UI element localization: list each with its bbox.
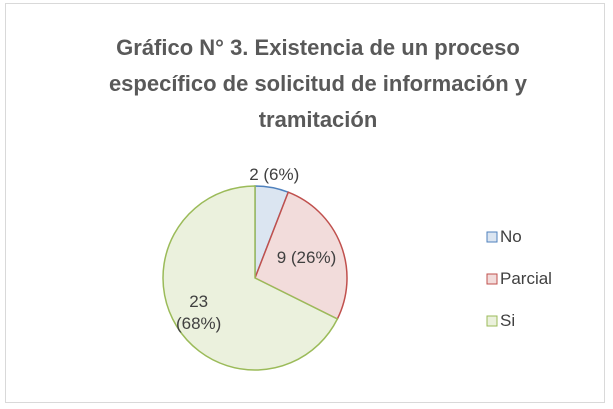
- data-label: 2 (6%): [249, 164, 300, 184]
- legend-swatch: [486, 231, 498, 243]
- data-label: 23 (68%): [175, 291, 222, 333]
- legend-swatch: [486, 315, 498, 327]
- legend-label: Si: [500, 311, 516, 330]
- legend-label: No: [500, 227, 522, 246]
- legend-swatch: [486, 273, 498, 285]
- chart-frame: [5, 3, 605, 403]
- pie-slice: [162, 185, 339, 371]
- data-label: 9 (26%): [276, 248, 337, 268]
- pie-slice: [254, 191, 348, 321]
- chart-title: Gráfico N° 3. Existencia de un proceso e…: [108, 35, 528, 132]
- legend-label: Parcial: [500, 269, 552, 288]
